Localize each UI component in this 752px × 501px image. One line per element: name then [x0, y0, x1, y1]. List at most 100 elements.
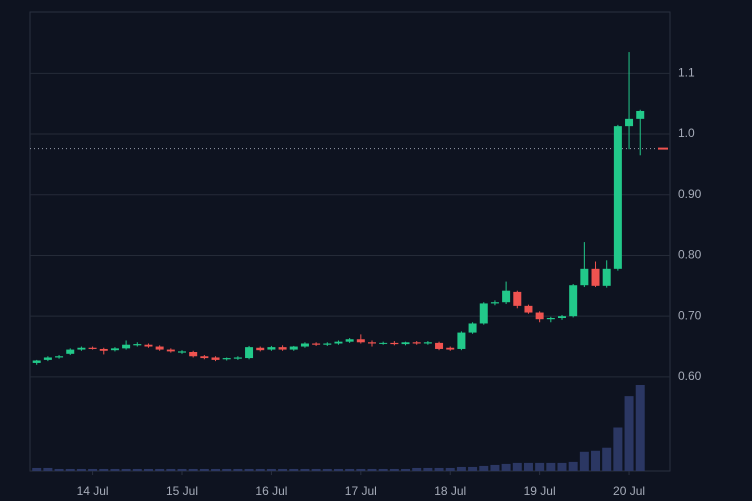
volume-bar: [345, 468, 355, 471]
candle-body: [580, 268, 589, 286]
candle-body: [435, 342, 444, 349]
volume-bar: [401, 468, 411, 471]
candle-body: [66, 349, 75, 354]
volume-bar: [266, 468, 276, 471]
volume-bar: [456, 466, 466, 471]
x-tick-label: 16 Jul: [255, 484, 287, 498]
volume-bar: [591, 450, 601, 471]
candle-body: [367, 342, 376, 344]
candle-body: [356, 339, 365, 343]
volume-bar: [233, 468, 243, 471]
volume-bar: [211, 468, 221, 471]
candle-body: [557, 316, 566, 318]
volume-bar: [602, 447, 612, 471]
volume-bar: [523, 462, 533, 471]
candle-body: [233, 357, 242, 359]
y-tick-label: 0.70: [678, 308, 702, 322]
candle-body: [256, 347, 265, 351]
candle-body: [99, 348, 108, 351]
x-tick-label: 19 Jul: [524, 484, 556, 498]
candle-body: [32, 360, 41, 363]
candle-body: [423, 342, 432, 344]
volume-bar: [613, 427, 623, 471]
volume-bar: [177, 468, 187, 471]
candle-body: [524, 305, 533, 313]
volume-bar: [54, 468, 64, 471]
candle-body: [513, 291, 522, 306]
candle-body: [222, 358, 231, 360]
volume-bar: [479, 465, 489, 471]
candle-body: [446, 347, 455, 350]
volume-bar: [65, 468, 75, 471]
volume-bar: [311, 468, 321, 471]
volume-bar: [501, 463, 511, 471]
candle-body: [569, 285, 578, 317]
candle-body: [278, 347, 287, 350]
volume-bar: [512, 462, 522, 471]
candle-body: [289, 346, 298, 350]
candle-body: [88, 347, 97, 349]
y-tick-label: 1.1: [678, 65, 695, 79]
x-tick-label: 15 Jul: [166, 484, 198, 498]
x-tick-label: 20 Jul: [613, 484, 645, 498]
y-tick-label: 1.0: [678, 126, 695, 140]
candle-body: [189, 352, 198, 357]
volume-bar: [490, 464, 500, 471]
candle-body: [591, 268, 600, 286]
volume-bar: [356, 468, 366, 471]
candle-body: [457, 332, 466, 349]
candle-body: [211, 357, 220, 360]
candle-body: [345, 339, 354, 342]
volume-bar: [579, 451, 589, 471]
volume-bar: [188, 468, 198, 471]
volume-bar: [121, 468, 131, 471]
candle-body: [77, 347, 86, 350]
candle-body: [379, 342, 388, 344]
candle-body: [401, 342, 410, 345]
candle-body: [535, 312, 544, 320]
volume-bar: [423, 467, 433, 471]
candle-body: [625, 118, 634, 127]
volume-bar: [557, 462, 567, 471]
candle-body: [200, 356, 209, 359]
y-tick-label: 0.60: [678, 369, 702, 383]
candle-body: [323, 343, 332, 345]
candle-body: [468, 323, 477, 333]
volume-bar: [222, 468, 232, 471]
volume-bar: [546, 462, 556, 471]
volume-bar: [278, 468, 288, 471]
candle-body: [312, 343, 321, 345]
y-tick-label: 0.80: [678, 248, 702, 262]
volume-bar: [166, 468, 176, 471]
candle-body: [155, 346, 164, 350]
x-tick-label: 18 Jul: [434, 484, 466, 498]
volume-bar: [300, 468, 310, 471]
volume-bar: [110, 468, 120, 471]
volume-bar: [568, 461, 578, 471]
volume-bar: [99, 468, 109, 471]
candle-body: [166, 349, 175, 352]
x-tick-label: 17 Jul: [345, 484, 377, 498]
volume-bar: [76, 468, 86, 471]
candle-body: [110, 348, 119, 351]
candle-body: [502, 290, 511, 303]
candle-body: [144, 344, 153, 347]
candle-body: [177, 351, 186, 353]
volume-bar: [155, 468, 165, 471]
candle-body: [334, 341, 343, 344]
volume-bar: [468, 466, 478, 471]
volume-bar: [143, 468, 153, 471]
candle-body: [300, 343, 309, 347]
volume-bar: [32, 467, 42, 471]
volume-bar: [445, 467, 455, 471]
candle-body: [546, 318, 555, 320]
candle-body: [245, 347, 254, 359]
volume-bar: [289, 468, 299, 471]
volume-bar: [434, 467, 444, 471]
volume-bar: [88, 468, 98, 471]
x-tick-label: 14 Jul: [77, 484, 109, 498]
candle-body: [613, 126, 622, 269]
volume-bar: [378, 468, 388, 471]
volume-bar: [412, 467, 422, 471]
